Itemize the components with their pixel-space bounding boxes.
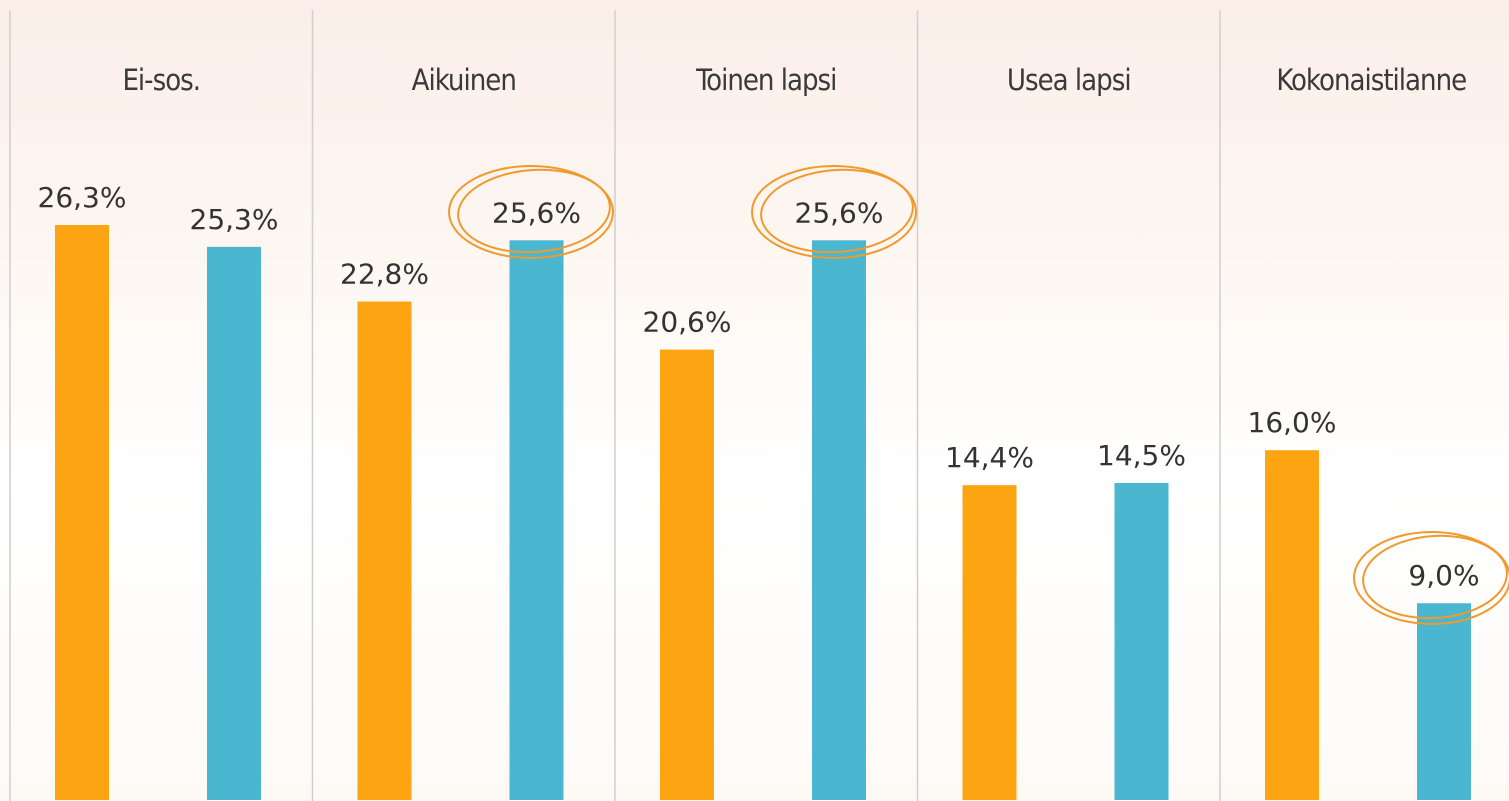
highlight-circle xyxy=(751,165,917,259)
bar xyxy=(509,240,564,800)
value-label: 20,6% xyxy=(643,306,732,339)
category-label: Usea lapsi xyxy=(1007,63,1131,97)
bar xyxy=(357,301,412,800)
value-label: 14,5% xyxy=(1097,439,1186,472)
category-label: Aikuinen xyxy=(412,63,516,97)
bar xyxy=(660,349,714,800)
value-label: 22,8% xyxy=(340,258,429,291)
bar xyxy=(55,225,109,800)
value-label: 26,3% xyxy=(38,181,127,214)
bar xyxy=(207,246,261,801)
category-label: Ei-sos. xyxy=(122,63,200,97)
bar xyxy=(1265,450,1319,800)
value-label: 25,6% xyxy=(795,196,884,229)
bar xyxy=(1114,482,1169,800)
bar xyxy=(1417,603,1471,800)
highlight-circle xyxy=(760,168,914,254)
highlight-circles xyxy=(448,165,1509,625)
bar xyxy=(812,240,866,800)
value-label: 25,6% xyxy=(492,196,581,229)
category-label: Toinen lapsi xyxy=(695,63,836,97)
value-label: 9,0% xyxy=(1408,559,1479,592)
value-label: 16,0% xyxy=(1248,406,1337,439)
highlight-circle xyxy=(1362,534,1508,620)
highlight-circle xyxy=(448,165,614,259)
value-label: 14,4% xyxy=(945,441,1034,474)
value-label: 25,3% xyxy=(190,203,279,236)
bar xyxy=(962,485,1017,800)
highlight-circle xyxy=(457,168,611,254)
category-label: Kokonaistilanne xyxy=(1276,63,1466,97)
highlight-circle xyxy=(1353,531,1509,625)
